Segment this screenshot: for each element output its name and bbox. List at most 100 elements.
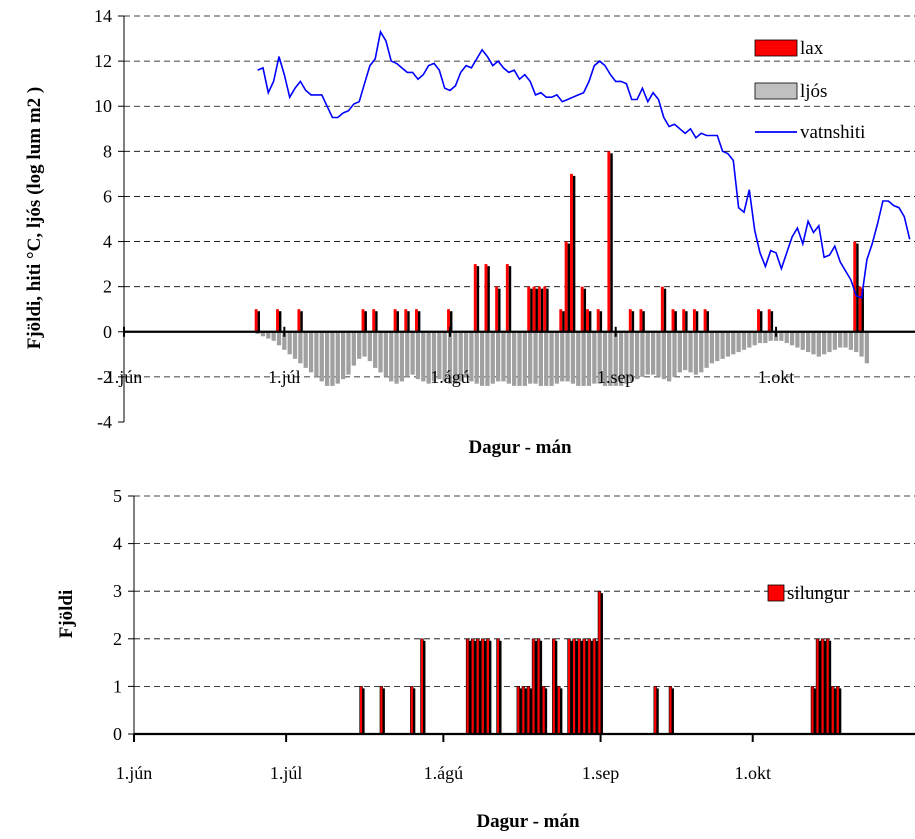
ljos-bar xyxy=(554,331,560,384)
lax-bar xyxy=(372,309,376,332)
lax-bar xyxy=(276,309,279,332)
ljos-bar xyxy=(592,331,597,384)
silungur-bar-shade xyxy=(600,593,603,734)
ljos-bar xyxy=(266,331,271,339)
silungur-bar xyxy=(541,686,546,735)
ljos-bar xyxy=(736,331,741,353)
ljos-bar xyxy=(720,331,725,359)
ljos-bar xyxy=(389,331,394,382)
ljos-bar xyxy=(319,331,324,382)
silungur-bar-shade xyxy=(570,640,573,734)
silungur-bar xyxy=(820,638,825,735)
silungur-bar xyxy=(831,686,835,735)
silungur-bar xyxy=(592,638,597,735)
ljos-bar xyxy=(287,331,292,355)
lax-bar-shade xyxy=(706,311,709,332)
y-tick-label: 0 xyxy=(103,322,112,342)
lax-bar xyxy=(447,309,451,332)
ljos-bar xyxy=(608,331,613,386)
lax-bar xyxy=(628,309,632,332)
silungur-bar xyxy=(567,638,571,735)
silungur-bar xyxy=(653,686,657,735)
lax-bar xyxy=(570,173,573,332)
ljos-bar xyxy=(367,331,372,362)
silungur-bar-shade xyxy=(595,640,598,734)
lax-bar-shade xyxy=(631,311,635,332)
silungur-bars xyxy=(359,590,842,735)
ljos-bar xyxy=(378,331,383,373)
ljos-bar xyxy=(298,331,303,364)
ljos-bar xyxy=(469,331,474,382)
ljos-bar xyxy=(768,331,773,341)
lax-bar-shade xyxy=(695,311,699,332)
ljos-bar xyxy=(576,331,581,386)
ljos-bar xyxy=(346,331,351,375)
top-y-tick-labels: -4 -2 0 2 4 6 8 10 12 14 xyxy=(94,6,112,432)
lax-bar-shade xyxy=(572,175,576,332)
lax-bar xyxy=(660,286,664,332)
lax-bar xyxy=(596,309,600,332)
ljos-bar xyxy=(538,331,544,386)
silungur-bar xyxy=(836,686,840,735)
silungur-bar xyxy=(815,638,820,735)
ljos-bar xyxy=(437,331,442,380)
y-tick-label: 2 xyxy=(103,277,112,297)
lax-bar xyxy=(473,264,477,332)
vatnshiti-line xyxy=(257,29,911,300)
silungur-bar-shade xyxy=(499,640,502,734)
ljos-bar xyxy=(640,331,645,377)
ljos-bar xyxy=(725,331,731,357)
lax-bar-shade xyxy=(685,311,688,332)
ljos-bar xyxy=(351,331,356,366)
ljos-bar xyxy=(822,331,827,355)
ljos-bar xyxy=(549,331,554,386)
silungur-bar-shade xyxy=(834,688,837,734)
lax-bar-shade xyxy=(567,243,571,332)
top-gridlines xyxy=(124,15,915,378)
lax-bar-shade xyxy=(583,288,587,332)
silungur-bar xyxy=(825,638,830,735)
top-x-axis-title: Dagur - mán xyxy=(468,437,572,458)
legend-swatch-silungur xyxy=(767,584,785,602)
y-tick-label: 5 xyxy=(113,486,122,506)
vatnshiti-polyline xyxy=(257,29,911,300)
ljos-bar xyxy=(634,331,640,380)
silungur-bar-shade xyxy=(519,688,522,734)
legend-label-ljos: ljós xyxy=(800,81,827,102)
ljos-bar xyxy=(789,331,795,346)
silungur-bar-shade xyxy=(829,640,832,734)
ljos-bar xyxy=(495,331,501,382)
ljos-bar xyxy=(586,331,592,386)
ljos-bar xyxy=(795,331,800,348)
silungur-bar-shade xyxy=(580,640,583,734)
ljos-bar xyxy=(335,331,340,384)
ljos-bar xyxy=(303,331,308,368)
silungur-bar-shade xyxy=(489,640,492,734)
ljos-bar xyxy=(517,331,522,386)
legend-swatch-ljos xyxy=(754,82,798,100)
y-tick-label: 0 xyxy=(113,724,122,744)
silungur-bar xyxy=(531,638,536,735)
ljos-bar xyxy=(314,331,319,377)
y-tick-label: -2 xyxy=(97,367,112,387)
x-tick-label: 1.sep xyxy=(597,367,635,387)
ljos-bar xyxy=(854,331,859,353)
ljos-bar xyxy=(565,331,570,382)
lax-bar xyxy=(564,241,568,332)
lax-bar-shade xyxy=(663,288,667,332)
silungur-bar xyxy=(552,638,556,735)
silungur-bar-shade xyxy=(823,640,827,734)
lax-bar xyxy=(682,309,686,332)
ljos-bar xyxy=(864,331,870,364)
x-tick-label: 1.sep xyxy=(582,763,620,783)
lax-bar xyxy=(586,309,589,332)
ljos-bar xyxy=(816,331,821,357)
lax-bar xyxy=(559,309,563,332)
x-tick-label: 1.júl xyxy=(268,367,301,387)
ljos-bar xyxy=(271,331,276,341)
ljos-bar xyxy=(544,331,549,386)
x-tick-label: 1.okt xyxy=(734,763,771,783)
lax-bar xyxy=(527,286,531,332)
legend-label-vatnshiti: vatnshiti xyxy=(800,122,865,143)
